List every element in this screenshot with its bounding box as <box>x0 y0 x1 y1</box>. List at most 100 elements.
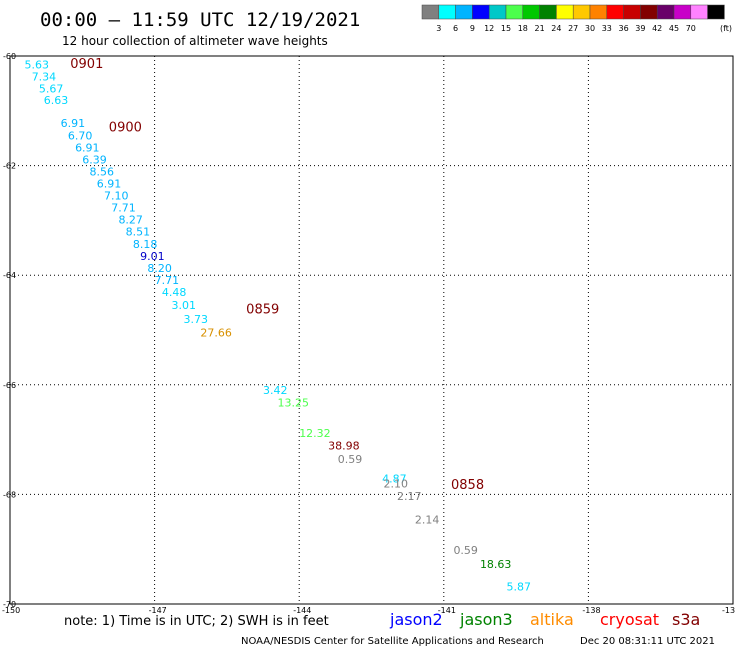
time-marker-label: 0901 <box>70 57 103 72</box>
color-scale-box <box>455 4 473 20</box>
color-scale-box <box>505 4 524 20</box>
footer-note: note: 1) Time is in UTC; 2) SWH is in fe… <box>64 614 329 629</box>
wave-height-label: 0.59 <box>453 544 478 557</box>
color-scale-box <box>690 4 708 20</box>
wave-height-label: 5.87 <box>506 580 530 593</box>
x-tick-label: -138 <box>582 606 600 615</box>
wave-height-label: 6.39 <box>82 153 107 166</box>
wave-height-label: 0.59 <box>338 453 363 466</box>
chart-subtitle: 12 hour collection of altimeter wave hei… <box>62 34 328 48</box>
satellite-legend: jason2 jason3 altika cryosat s3a <box>389 610 700 629</box>
color-scale-label: 30 <box>585 24 595 33</box>
x-corner-label-left: -150 <box>2 606 20 615</box>
color-scale-box <box>421 4 440 20</box>
color-scale-label: 3 <box>436 24 441 33</box>
timestamp-text: Dec 20 08:31:11 UTC 2021 <box>580 636 715 647</box>
x-tick-label: -147 <box>149 606 167 615</box>
wave-height-points: 5.637.345.676.636.916.706.916.398.566.91… <box>24 59 530 594</box>
wave-height-label: 2.14 <box>415 513 440 526</box>
chart-title: 00:00 – 11:59 UTC 12/19/2021 <box>40 9 360 31</box>
grid-lines <box>10 56 733 604</box>
color-scale-label: 27 <box>568 24 578 33</box>
color-scale-label: 24 <box>551 24 561 33</box>
color-scale-label: 15 <box>501 24 511 33</box>
wave-height-label: 3.42 <box>263 384 288 397</box>
color-scale-label: 6 <box>453 24 458 33</box>
color-scale-label: 45 <box>669 24 679 33</box>
wave-height-label: 38.98 <box>328 439 360 452</box>
color-scale-box <box>472 4 490 20</box>
color-scale-box <box>589 4 608 20</box>
wave-height-label: 8.20 <box>147 262 172 275</box>
satellite-legend-altika: altika <box>530 610 574 629</box>
y-tick-label: -62 <box>3 162 16 171</box>
satellite-legend-jason2: jason2 <box>389 610 443 629</box>
color-scale-label: 21 <box>535 24 545 33</box>
wave-height-label: 12.32 <box>299 427 331 440</box>
wave-height-label: 6.91 <box>97 178 122 191</box>
time-marker-label: 0900 <box>109 121 142 136</box>
wave-height-label: 6.91 <box>61 117 86 130</box>
wave-height-label: 8.27 <box>118 214 143 227</box>
color-scale-box <box>707 4 725 20</box>
color-scale-label: 42 <box>652 24 662 33</box>
y-tick-label: -68 <box>3 490 16 499</box>
time-marker-label: 0858 <box>451 478 484 493</box>
time-markers: 0901 0900 0859 0858 <box>70 57 484 493</box>
satellite-legend-jason3: jason3 <box>459 610 513 629</box>
color-scale-box <box>522 4 540 20</box>
wave-height-label: 18.63 <box>480 558 512 571</box>
wave-height-label: 27.66 <box>200 327 232 340</box>
color-scale-box <box>656 4 675 20</box>
color-scale-box <box>673 4 692 20</box>
wave-height-label: 9.01 <box>140 250 165 263</box>
y-tick-label: -64 <box>3 271 16 280</box>
wave-height-label: 2.10 <box>384 477 409 490</box>
color-scale-box <box>640 4 658 20</box>
color-scale-box <box>488 4 507 20</box>
wave-height-label: 4.87 <box>382 472 407 485</box>
wave-height-label: 5.67 <box>39 83 64 96</box>
wave-height-label: 3.01 <box>171 299 196 312</box>
color-scale-unit: (ft) <box>720 24 732 33</box>
wave-height-label: 6.70 <box>68 129 93 142</box>
wave-height-label: 8.18 <box>133 238 158 251</box>
wave-height-label: 13.25 <box>278 397 310 410</box>
color-scale-box <box>539 4 557 20</box>
wave-height-label: 7.71 <box>111 202 136 215</box>
wave-height-label: 7.34 <box>32 71 57 84</box>
color-scale-label: 18 <box>518 24 528 33</box>
wave-height-label: 8.56 <box>90 165 115 178</box>
wave-height-label: 3.73 <box>184 313 209 326</box>
satellite-legend-s3a: s3a <box>672 610 700 629</box>
wave-height-label: 7.10 <box>104 190 128 203</box>
color-scale-label: 33 <box>602 24 612 33</box>
wave-height-label: 6.91 <box>75 141 100 154</box>
color-scale-label: 12 <box>484 24 494 33</box>
y-tick-label: -66 <box>3 381 16 390</box>
time-marker-label: 0859 <box>246 303 279 318</box>
credit-text: NOAA/NESDIS Center for Satellite Applica… <box>241 636 544 647</box>
color-scale-box <box>572 4 591 20</box>
color-scale-box <box>556 4 574 20</box>
y-tick-label: -70 <box>3 600 16 609</box>
color-scale-label: 36 <box>619 24 629 33</box>
wave-height-label: 8.51 <box>126 226 150 239</box>
wave-height-label: 4.48 <box>162 286 187 299</box>
color-scale-legend: 3 6 9 12 15 18 21 24 27 30 33 36 39 42 45 70 (ft) <box>421 4 732 33</box>
wave-height-label: 2.17 <box>397 490 422 503</box>
axis-tick-labels: -60 -62 -64 -66 -68 -70 -147 -144 -141 -138 -150 -1… <box>2 52 735 615</box>
plot-frame <box>9 55 734 605</box>
color-scale-box <box>438 4 456 20</box>
x-tick-label: -141 <box>438 606 456 615</box>
wave-height-label: 6.63 <box>44 94 69 107</box>
x-corner-label-right: -13 <box>722 606 735 615</box>
satellite-legend-cryosat: cryosat <box>600 610 659 629</box>
color-scale-label: 39 <box>635 24 645 33</box>
wave-height-label: 7.71 <box>155 274 180 287</box>
color-scale-label: 70 <box>686 24 696 33</box>
color-scale-box <box>606 4 624 20</box>
color-scale-label: 9 <box>470 24 475 33</box>
x-tick-label: -144 <box>293 606 311 615</box>
